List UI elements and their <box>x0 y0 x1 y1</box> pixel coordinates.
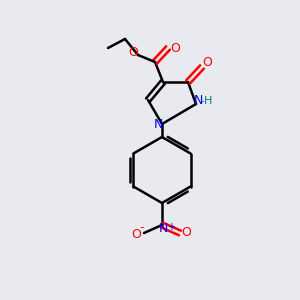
Text: -: - <box>140 221 144 235</box>
Text: O: O <box>181 226 191 239</box>
Text: O: O <box>128 46 138 59</box>
Text: N: N <box>193 94 203 107</box>
Text: N: N <box>158 221 168 235</box>
Text: N: N <box>153 118 163 130</box>
Text: O: O <box>202 56 212 68</box>
Text: O: O <box>131 229 141 242</box>
Text: +: + <box>167 222 175 232</box>
Text: O: O <box>170 41 180 55</box>
Text: -H: -H <box>201 96 213 106</box>
